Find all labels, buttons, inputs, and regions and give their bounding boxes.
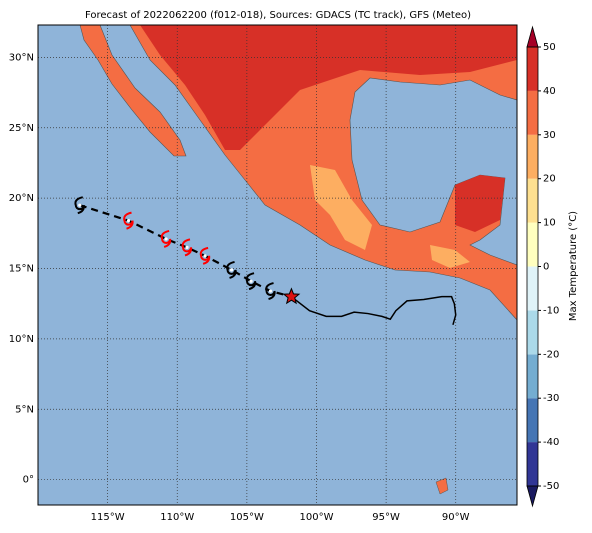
storm-eye bbox=[203, 254, 207, 258]
storm-symbol bbox=[123, 211, 134, 230]
colorbar-segment bbox=[527, 134, 538, 179]
y-tick-label: 25°N bbox=[9, 123, 34, 134]
y-tick-label: 10°N bbox=[9, 334, 34, 345]
colorbar-tick-label: -50 bbox=[543, 481, 559, 492]
colorbar-segment bbox=[527, 310, 538, 355]
colorbar-tick-label: 40 bbox=[543, 86, 556, 97]
storm-eye bbox=[164, 237, 168, 241]
baja-california bbox=[79, 25, 187, 157]
map-title: Forecast of 2022062200 (f012-018), Sourc… bbox=[85, 10, 471, 21]
current-position bbox=[282, 287, 301, 305]
y-tick-label: 5°N bbox=[15, 404, 34, 415]
storm-symbol bbox=[245, 272, 257, 291]
storm-eye bbox=[78, 203, 82, 207]
colorbar-tick-label: -10 bbox=[543, 305, 559, 316]
x-tick-label: 105°W bbox=[230, 512, 264, 523]
storm-eye bbox=[229, 268, 234, 272]
y-tick-label: 0° bbox=[23, 475, 34, 486]
storm-eye bbox=[126, 219, 131, 223]
colorbar-segment bbox=[527, 47, 538, 91]
colorbar-tick-label: 30 bbox=[543, 130, 556, 141]
colorbar-tick-label: -40 bbox=[543, 437, 559, 448]
map-frame bbox=[37, 24, 518, 506]
x-tick-label: 90°W bbox=[442, 512, 470, 523]
colorbar-tick-label: -30 bbox=[543, 393, 559, 404]
colorbar-tick-label: 50 bbox=[543, 42, 556, 53]
colorbar-extend-over bbox=[526, 25, 539, 48]
colorbar-tick-label: -20 bbox=[543, 349, 559, 360]
storm-eye bbox=[249, 279, 253, 283]
storm-symbol bbox=[160, 229, 172, 248]
x-tick-label: 115°W bbox=[91, 512, 125, 523]
storm-symbol bbox=[199, 246, 211, 265]
storm-symbol bbox=[181, 238, 193, 257]
colorbar-segment bbox=[527, 90, 538, 135]
colorbar-tick-label: 20 bbox=[543, 174, 556, 185]
colorbar-extend-under bbox=[526, 485, 539, 508]
storm-eye bbox=[185, 245, 189, 250]
colorbar-segment bbox=[527, 266, 538, 311]
cool-region-plateau bbox=[310, 165, 372, 250]
storm-eye bbox=[268, 289, 273, 293]
colorbar-segment bbox=[527, 222, 538, 267]
colorbar-segment bbox=[527, 354, 538, 399]
colorbar-tick-label: 0 bbox=[543, 262, 549, 273]
past-track bbox=[290, 295, 457, 326]
y-tick-label: 30°N bbox=[9, 52, 34, 63]
colorbar-segment bbox=[527, 398, 538, 443]
land bbox=[79, 25, 517, 495]
galapagos bbox=[435, 477, 449, 495]
storm-symbol bbox=[74, 196, 85, 215]
x-tick-label: 110°W bbox=[160, 512, 194, 523]
colorbar-segment bbox=[527, 178, 538, 223]
colorbar-tick-label: 10 bbox=[543, 218, 556, 229]
cool-region-south bbox=[430, 245, 470, 268]
hot-region-yucatan bbox=[455, 175, 505, 232]
y-tick-label: 15°N bbox=[9, 264, 34, 275]
colorbar-label: Max Temperature (°C) bbox=[568, 211, 579, 321]
storm-symbol bbox=[265, 282, 276, 301]
storm-symbol bbox=[226, 260, 237, 279]
hot-region-north bbox=[140, 25, 517, 150]
x-tick-label: 95°W bbox=[372, 512, 400, 523]
x-tick-label: 100°W bbox=[299, 512, 333, 523]
y-tick-label: 20°N bbox=[9, 193, 34, 204]
colorbar-segment bbox=[527, 442, 538, 486]
